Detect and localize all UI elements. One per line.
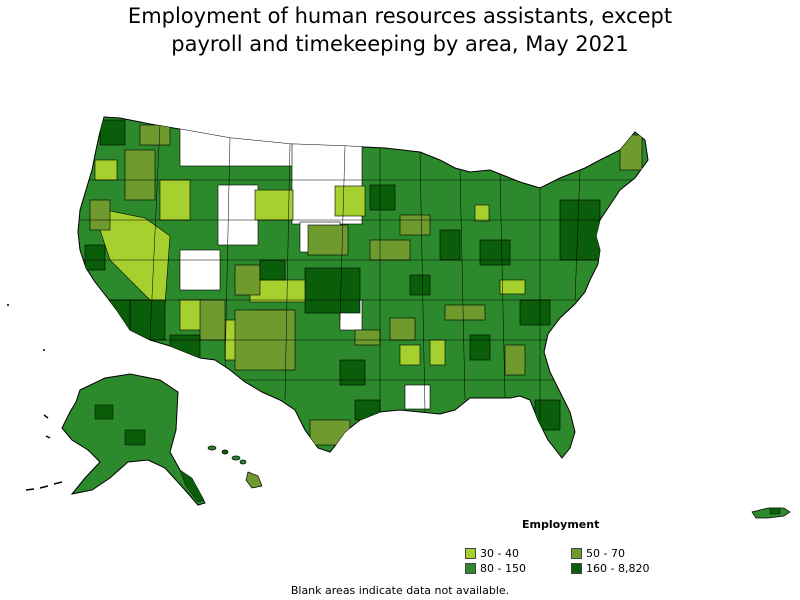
outlying-dot-west [7,304,9,306]
alaska-panhandle [179,469,205,503]
area-l2-wa [139,124,171,146]
outlying-dot-sw [43,349,45,351]
area-blank-wyoming [217,184,259,246]
hawaii-island-4 [239,459,247,465]
area-borders [80,124,640,420]
area-l4-atl [469,334,491,361]
area-l2-iowa [369,239,411,261]
area-l2-ga [504,344,526,376]
area-l4-kansas [304,267,361,314]
area-l2-texas-s [309,419,351,446]
area-l1-mi [474,204,490,222]
area-l2-wi [399,214,431,236]
area-l4-norcal [84,244,106,271]
area-l4-denver [259,259,286,281]
hawaii-big-island [245,471,263,489]
area-l4-seattle [99,119,126,146]
area-l4-florida [534,399,561,431]
legend-swatch-2 [571,548,582,559]
area-l4-socal [109,299,131,331]
hawaii-island-1 [207,445,217,451]
area-blank-montana [179,127,301,167]
area-l2-utah [199,299,226,341]
area-l1-ky [499,279,526,295]
area-l4-nc [519,299,551,326]
legend-item-3: 80 - 150 [465,562,526,575]
footnote: Blank areas indicate data not available. [290,584,510,597]
area-l2-colorado [234,264,261,296]
area-l2-ca [89,199,111,231]
map-title-line-2: payroll and timekeeping by area, May 202… [171,32,629,56]
area-l4-houston [354,399,381,421]
puerto-rico-map [751,507,791,519]
alaska-islands [25,414,63,491]
legend-item-2: 50 - 70 [571,547,625,560]
hawaii-map [207,445,263,489]
area-blank-utah [179,249,221,291]
area-l2-oregon [124,149,156,201]
area-l4-ohio [479,239,511,266]
alaska-fairbanks [94,404,114,420]
area-l4-minn [369,184,396,211]
area-l1-ms [399,344,421,366]
area-l1-sd [334,185,366,217]
map-title-line-1: Employment of human resources assistants… [127,4,673,28]
conus-map [77,116,649,459]
alaska-map [25,373,206,506]
legend-label-2: 50 - 70 [586,547,625,560]
area-l2-ar [389,317,416,341]
legend-title: Employment [522,518,600,531]
area-l2-ok [354,329,381,346]
legend-label-4: 160 - 8,820 [586,562,650,575]
hawaii-island-2 [221,449,229,455]
area-l4-chicago [439,229,461,261]
area-l2-tn [444,304,486,321]
area-l1-al [429,339,446,366]
area-l1-idaho [159,179,191,221]
map-title: Employment of human resources assistants… [0,2,800,58]
area-l2-kansas [307,224,349,256]
hawaii-island-3 [231,455,241,461]
area-l2-maine [619,134,643,171]
legend-swatch-1 [465,548,476,559]
legend-label-3: 80 - 150 [480,562,526,575]
area-l4-arizona [129,299,166,341]
puerto-rico-san-juan [769,507,781,515]
alaska-anchorage [124,429,146,446]
area-blank-south [404,384,431,410]
area-l4-ne-corridor [559,199,601,261]
legend-label-1: 30 - 40 [480,547,519,560]
legend-item-4: 160 - 8,820 [571,562,649,575]
legend-item-1: 30 - 40 [465,547,519,560]
area-l1-or [94,159,118,181]
area-l4-stl [409,274,431,296]
legend-swatch-4 [571,563,582,574]
area-l4-texas-dfw [339,359,366,386]
legend-swatch-3 [465,563,476,574]
area-l1-wyoming-e [254,189,294,221]
